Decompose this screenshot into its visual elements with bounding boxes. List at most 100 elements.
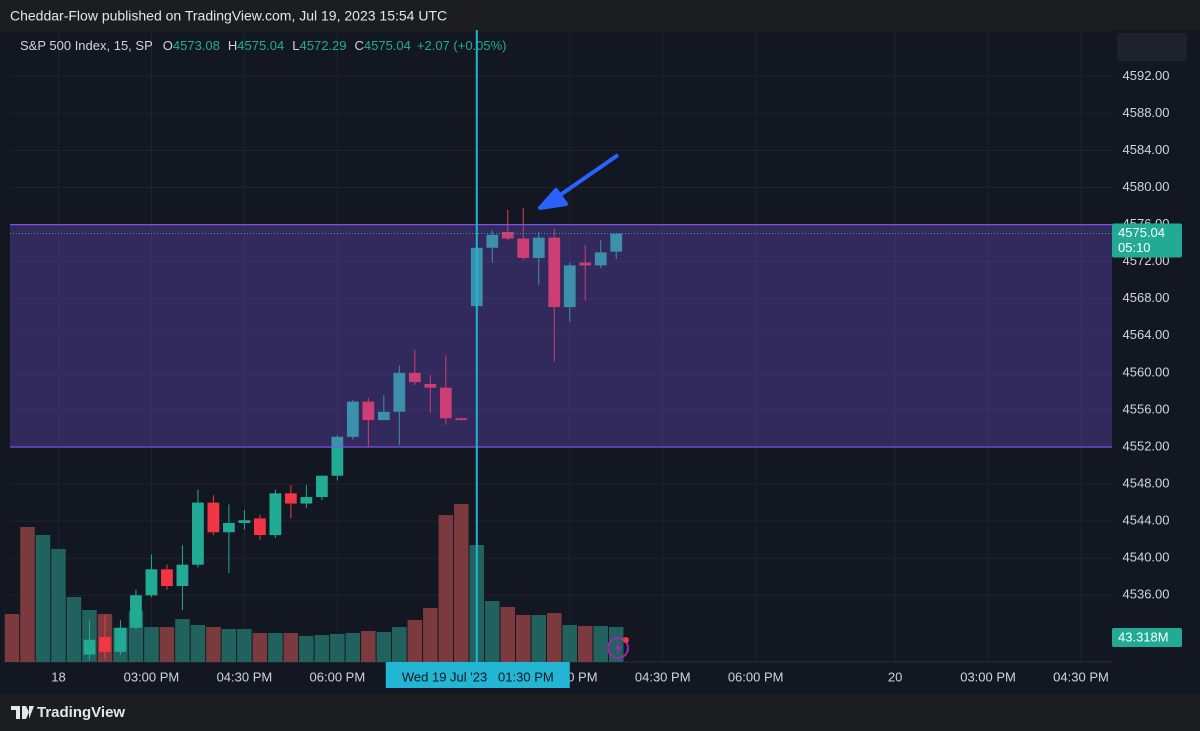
logo-icon [11,706,34,719]
candle-body [315,475,328,498]
volume-bar [593,625,608,662]
volume-bar [268,632,283,662]
legend-item: H [228,38,237,53]
volume-bar [314,635,330,662]
alert-icon [607,637,629,659]
volume-bar [516,614,531,662]
y-tick-label: 4568.00 [1123,290,1170,305]
volume-bar [206,627,221,662]
candle-body [563,265,576,308]
volume-bar [66,596,82,662]
x-tick-label: 06:00 PM [728,669,784,684]
candle-body [610,233,623,252]
volume-bar [237,629,252,662]
legend-item: +2.07 (+0.05%) [417,38,507,53]
candle-body [548,237,561,308]
candle-body [439,387,452,419]
x-tick-label: 03:00 PM [124,669,180,684]
legend-item: 4575.04 [364,38,411,53]
header-text: Cheddar-Flow published on TradingView.co… [10,8,447,24]
volume-label: 43.318M [1118,629,1169,644]
candle-body [486,234,499,248]
candle-body [424,383,437,388]
legend: S&P 500 Index, 15, SP O4573.08 H4575.04 L45… [20,38,507,53]
legend-item: 4573.08 [173,38,220,53]
x-tick-label: 04:30 PM [217,669,273,684]
annotation-arrow [538,153,620,210]
volume-bar [51,548,66,662]
volume-bar [438,515,454,662]
header-bar [0,0,1200,32]
candle-body [579,262,592,266]
candle-body [176,564,189,587]
candle-body [408,372,421,383]
candle-body [161,569,173,587]
volume-bar [392,627,407,662]
candle-body [223,522,235,533]
y-tick-label: 4588.00 [1123,105,1170,120]
y-tick-label: 4540.00 [1123,550,1170,565]
legend-item: S&P 500 Index, 15, SP [20,38,153,53]
y-tick-label: 4592.00 [1123,68,1170,83]
volume-bar [35,534,51,662]
candle-body [83,639,96,655]
volume-bar [531,614,547,662]
volume-bar [500,606,516,662]
candle-body [99,636,111,652]
volume-bar [252,632,268,662]
candle-body [501,232,514,239]
legend-item: 4575.04 [237,38,284,53]
candle-body [331,436,344,476]
candle-body [114,627,127,652]
y-tick-label: 4552.00 [1123,438,1170,453]
footer-bar [0,694,1200,731]
volume-bar [407,619,423,662]
candle-body [362,401,375,421]
candle-body [300,497,313,504]
candle-body [269,493,282,536]
candle-body [207,502,220,533]
y-tick-label: 4560.00 [1123,364,1170,379]
volume-bar [175,619,190,662]
candle-body [254,518,266,536]
x-tick-label: 04:30 PM [635,669,691,684]
candle-body [455,418,468,421]
volume-bar [562,624,577,662]
volume-bar [299,635,314,662]
legend-item: L [292,38,299,53]
y-tick-label: 4580.00 [1123,179,1170,194]
y-tick-label: 4584.00 [1123,142,1170,157]
volume-bar [20,526,35,662]
x-tick-label: 20 [888,669,902,684]
scale-button[interactable] [1117,33,1187,61]
legend-item: C [355,38,364,53]
volume-bar [454,503,469,662]
crosshair-label-box [385,662,570,688]
price-label-box [1112,223,1182,258]
candle-body [517,238,530,258]
y-tick-label: 4544.00 [1123,513,1170,528]
volume-label-box [1112,628,1182,647]
x-tick-label: 06:00 PM [310,669,366,684]
candle-body [393,372,406,412]
candle-body [594,252,607,266]
zone [10,224,1112,448]
volume-bar [144,627,159,662]
y-tick-label: 4536.00 [1123,587,1170,602]
candle-body [130,595,142,628]
footer-logo: TradingView [11,704,125,721]
volume-bar [330,633,345,662]
volume-bar [221,629,237,662]
volume-bar [608,627,624,662]
volume-bar [190,624,206,662]
candle-body [377,411,390,421]
volume-bar [423,608,438,662]
volume-bar [159,627,175,662]
price-axis [1112,30,1200,694]
volume-bar [345,632,361,662]
x-tick-label: 18 [51,669,65,684]
legend-item: 4572.29 [300,38,347,53]
y-tick-label: 4564.00 [1123,327,1170,342]
